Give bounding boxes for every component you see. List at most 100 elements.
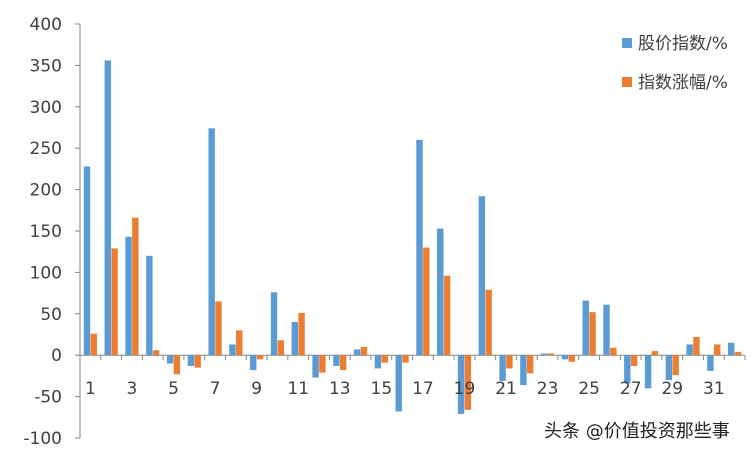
bar-series1-7 (208, 128, 215, 356)
x-tick-label: 15 (371, 379, 393, 399)
x-tick-label: 25 (578, 379, 600, 399)
bar-series2-19 (464, 355, 472, 410)
bar-series2-24 (568, 355, 575, 362)
bar-series2-20 (485, 289, 492, 356)
bar-series1-8 (229, 344, 236, 356)
bar-series2-8 (236, 330, 243, 356)
bar-series1-17 (416, 139, 423, 356)
bar-series2-6 (194, 355, 201, 368)
bar-series1-14 (353, 349, 361, 356)
y-tick-label: 400 (30, 15, 62, 35)
bar-series2-17 (423, 247, 430, 356)
bar-series2-5 (173, 355, 181, 375)
bar-series1-26 (603, 304, 610, 356)
bar-series1-6 (187, 355, 195, 366)
x-tick-label: 27 (620, 379, 642, 399)
x-tick-label: 1 (85, 379, 96, 399)
bar-series1-27 (624, 355, 631, 384)
bar-series1-28 (644, 355, 652, 389)
bar-series2-27 (630, 355, 638, 366)
bar-series1-29 (665, 355, 673, 381)
y-tick-label: 150 (30, 222, 62, 242)
bar-series1-16 (395, 355, 402, 412)
watermark-text: 头条 @价值投资那些事 (544, 421, 730, 442)
bar-series1-2 (104, 60, 111, 356)
bar-series2-2 (111, 248, 118, 356)
legend-label: 指数涨幅/% (638, 73, 728, 93)
bar-series1-21 (499, 355, 506, 381)
bar-series2-25 (589, 312, 596, 356)
bar-series2-16 (402, 355, 409, 363)
bar-series2-26 (610, 347, 617, 356)
y-tick-label: -50 (34, 388, 62, 408)
bar-series2-9 (256, 355, 264, 360)
bar-series1-30 (686, 344, 693, 356)
bar-series1-5 (166, 355, 174, 364)
bar-series1-22 (520, 355, 527, 386)
y-tick-label: 0 (51, 346, 62, 366)
x-tick-label: 19 (454, 379, 476, 399)
bar-series1-10 (270, 292, 278, 356)
bar-series1-11 (291, 322, 299, 356)
bar-series1-3 (125, 236, 132, 356)
bar-series2-1 (90, 333, 97, 356)
y-tick-label: 200 (30, 181, 62, 201)
bar-series2-3 (132, 217, 139, 356)
bar-series2-14 (360, 346, 368, 356)
x-tick-label: 3 (127, 379, 138, 399)
bar-series1-23 (540, 353, 548, 356)
x-tick-label: 31 (703, 379, 725, 399)
legend-label: 股价指数/% (638, 34, 728, 54)
y-tick-label: 250 (30, 139, 62, 159)
bar-series2-22 (526, 355, 534, 374)
bar-series1-1 (83, 166, 91, 356)
x-tick-label: 7 (210, 379, 221, 399)
x-tick-label: 5 (168, 379, 179, 399)
y-tick-label: 300 (30, 98, 62, 118)
x-tick-label: 29 (661, 379, 683, 399)
bar-series1-20 (478, 196, 486, 356)
x-tick-label: 13 (329, 379, 351, 399)
legend-swatch (622, 38, 632, 48)
bar-series2-4 (152, 350, 160, 356)
bar-series2-11 (298, 312, 305, 356)
legend-swatch (622, 77, 632, 87)
bar-series1-31 (707, 355, 714, 371)
y-tick-label: 100 (30, 263, 62, 283)
bar-series1-18 (437, 228, 444, 356)
bar-series2-23 (547, 353, 555, 356)
x-tick-label: 11 (287, 379, 309, 399)
bar-series1-19 (457, 355, 465, 414)
y-tick-label: -100 (23, 429, 62, 449)
bar-series1-9 (250, 355, 257, 371)
bar-series2-32 (734, 351, 742, 356)
y-tick-label: 50 (40, 305, 62, 325)
bar-series2-10 (277, 340, 285, 356)
bar-series1-15 (374, 355, 382, 369)
bar-series2-13 (339, 355, 347, 371)
bar-series2-29 (672, 355, 679, 376)
bar-series2-7 (215, 301, 222, 356)
bar-series2-18 (443, 275, 451, 356)
bar-series1-4 (146, 255, 153, 356)
bar-series1-25 (582, 300, 589, 356)
legend: 股价指数/% 指数涨幅/% (622, 34, 728, 93)
bar-series2-28 (651, 351, 659, 356)
bar-series2-31 (714, 344, 721, 356)
bar-series2-30 (693, 336, 700, 356)
y-tick-label: 350 (30, 56, 62, 76)
bar-series2-12 (319, 355, 326, 373)
bar-series2-15 (381, 355, 388, 363)
bar-series1-32 (728, 342, 735, 356)
x-tick-label: 21 (495, 379, 517, 399)
x-tick-label: 9 (251, 379, 262, 399)
bar-series1-24 (561, 355, 569, 360)
bar-series1-13 (333, 355, 340, 366)
x-tick-label: 23 (537, 379, 559, 399)
bar-series2-21 (506, 355, 513, 369)
bar-series1-12 (312, 355, 319, 378)
bars-layer (83, 60, 742, 414)
